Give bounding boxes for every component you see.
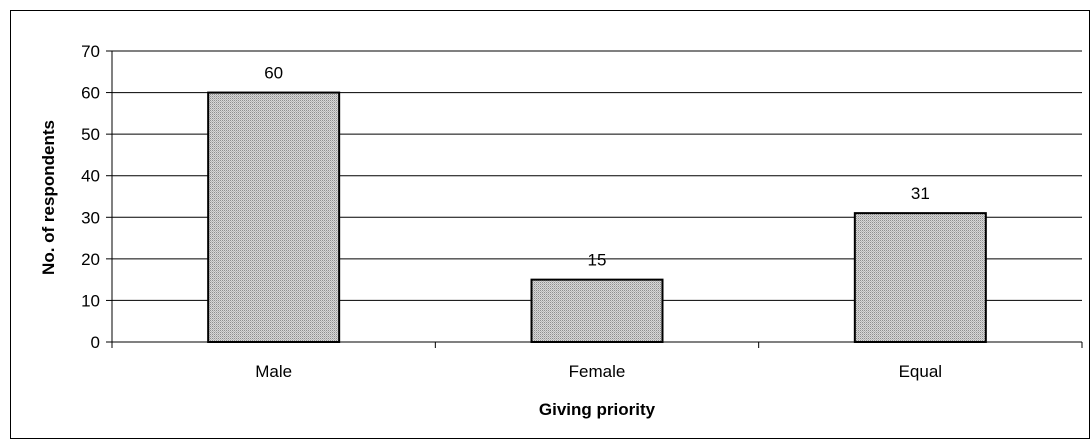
x-category-label: Equal — [899, 362, 942, 381]
y-tick-label: 60 — [81, 84, 100, 103]
bar-equal — [853, 212, 987, 343]
y-tick-label: 40 — [81, 167, 100, 186]
y-tick-label: 30 — [81, 208, 100, 227]
axes — [106, 50, 1083, 348]
y-tick-label: 70 — [81, 42, 100, 61]
data-label: 60 — [264, 64, 283, 83]
y-tick-label: 50 — [81, 125, 100, 144]
y-tick-label: 20 — [81, 250, 100, 269]
data-label: 31 — [911, 184, 930, 203]
y-tick-label: 10 — [81, 291, 100, 310]
x-axis-title: Giving priority — [539, 400, 656, 419]
bar-female — [530, 278, 664, 343]
y-tick-label: 0 — [91, 333, 100, 352]
bar-male — [207, 91, 341, 343]
labels: 0 10 20 30 40 50 60 70 60 Male 15 Female 31 Equal — [81, 42, 942, 381]
x-category-label: Female — [569, 362, 626, 381]
data-label: 15 — [588, 251, 607, 270]
bars — [207, 91, 987, 343]
y-axis-title: No. of respondents — [39, 120, 58, 275]
x-category-label: Male — [255, 362, 292, 381]
